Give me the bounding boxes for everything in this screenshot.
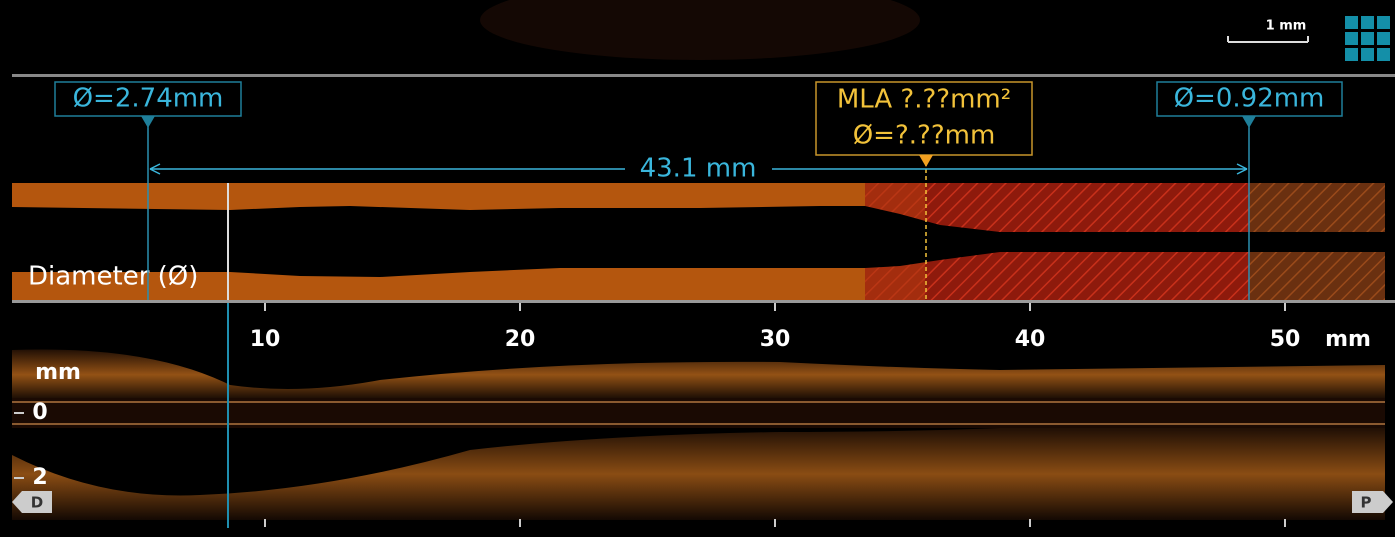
x-tick-label: 10: [250, 327, 281, 352]
x-tick-label: 20: [505, 327, 536, 352]
marker-label: Ø=2.74mm: [73, 84, 224, 114]
mla-label: Ø=?.??mm: [853, 121, 996, 151]
separator: [12, 300, 1395, 303]
scale-label: 1 mm: [1266, 19, 1307, 34]
x-tick-label: 30: [760, 327, 791, 352]
oct-viewer: 1 mm Diameter (Ø) Ø=2.74mm Ø=0.92mm MLA …: [0, 0, 1395, 533]
length-label: 43.1 mm: [640, 154, 757, 184]
y-unit: mm: [35, 360, 81, 385]
view-icon[interactable]: [1345, 16, 1390, 61]
button-label: P: [1361, 494, 1372, 512]
mla-label: MLA ?.??mm²: [837, 85, 1011, 115]
x-tick-label: 40: [1015, 327, 1046, 352]
marker-label: Ø=0.92mm: [1174, 84, 1325, 114]
page: {"scale_bar": {"label": "1 mm"}, "marker…: [0, 0, 1395, 533]
x-tick-label: 50: [1270, 327, 1301, 352]
button-label: D: [31, 494, 43, 512]
y-tick-label: 2: [32, 465, 47, 490]
y-tick-label: 0: [32, 400, 47, 425]
x-unit: mm: [1325, 327, 1371, 352]
separator: [12, 74, 1395, 77]
panel-label: Diameter (Ø): [28, 262, 198, 292]
